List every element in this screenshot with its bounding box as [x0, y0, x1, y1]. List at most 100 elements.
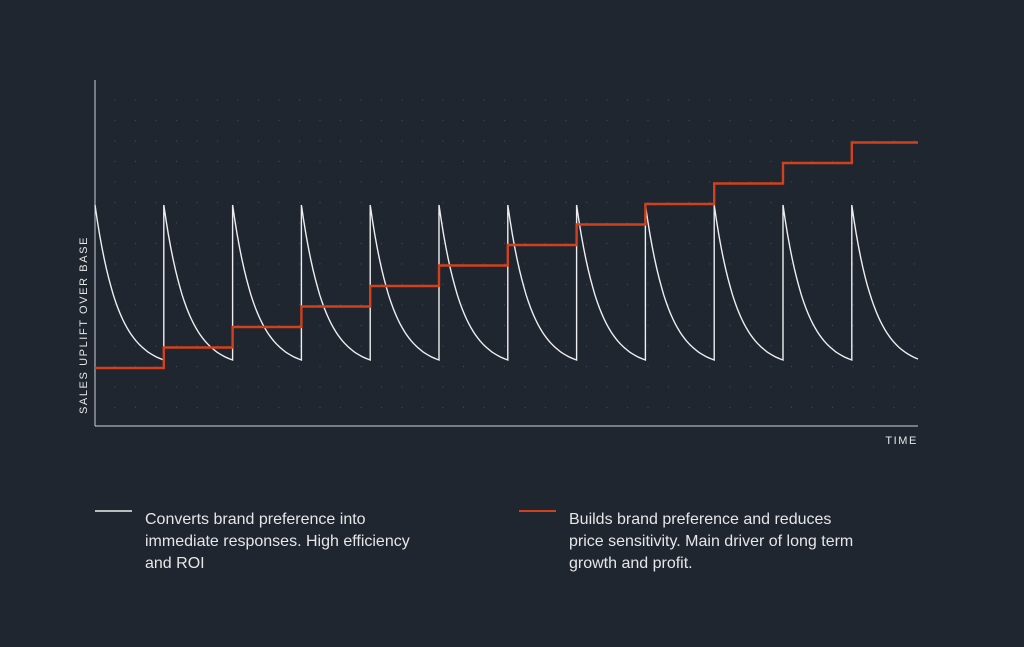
grid-dot [298, 386, 301, 388]
grid-dot [811, 181, 813, 183]
grid-dot [442, 324, 444, 327]
grid-dot [770, 345, 772, 347]
grid-dot [893, 406, 895, 409]
grid-dot [708, 304, 711, 306]
grid-dot [114, 140, 116, 142]
grid-dot [339, 160, 342, 163]
grid-dot [544, 283, 547, 286]
grid-dot [585, 324, 588, 327]
grid-dot [831, 181, 834, 183]
grid-dot [872, 263, 875, 265]
grid-dot [278, 181, 280, 183]
grid-dot [319, 324, 321, 327]
grid-dot [749, 324, 752, 327]
grid-dot [811, 406, 813, 409]
grid-dot [257, 201, 260, 204]
grid-dot [257, 140, 260, 142]
grid-dot [626, 181, 629, 183]
grid-dot [298, 345, 301, 347]
grid-dot [790, 222, 793, 224]
legend: Converts brand preference into immediate … [145, 511, 853, 572]
grid-dot [319, 345, 321, 347]
grid-dot [360, 345, 362, 347]
grid-dot [257, 345, 260, 347]
grid-dot [442, 406, 444, 409]
grid-dot [237, 365, 239, 368]
grid-dot [134, 181, 137, 183]
grid-dot [647, 304, 649, 306]
grid-dot [339, 386, 342, 388]
grid-dot [442, 181, 444, 183]
grid-dot [503, 345, 506, 347]
grid-dot [606, 242, 608, 245]
grid-dot [852, 304, 854, 306]
grid-dot [257, 386, 260, 388]
grid-dot [155, 119, 157, 122]
grid-dot [872, 365, 875, 368]
grid-dot [770, 386, 772, 388]
grid-dot [852, 119, 854, 122]
grid-dot [380, 99, 383, 101]
grid-dot [196, 263, 198, 265]
dot-grid [114, 99, 916, 409]
grid-dot [278, 201, 280, 204]
grid-dot [585, 99, 588, 101]
grid-dot [196, 324, 198, 327]
grid-dot [196, 222, 198, 224]
grid-dot [565, 140, 567, 142]
grid-dot [606, 201, 608, 204]
grid-dot [606, 181, 608, 183]
grid-dot [319, 386, 321, 388]
grid-dot [175, 201, 178, 204]
grid-dot [811, 99, 813, 101]
grid-dot [647, 119, 649, 122]
grid-dot [524, 160, 526, 163]
grid-dot [462, 283, 465, 286]
grid-dot [524, 263, 526, 265]
grid-dot [483, 242, 485, 245]
grid-dot [216, 222, 219, 224]
grid-dot [503, 160, 506, 163]
grid-dot [380, 222, 383, 224]
grid-dot [708, 324, 711, 327]
grid-dot [913, 304, 916, 306]
grid-dot [319, 99, 321, 101]
grid-dot [708, 263, 711, 265]
grid-dot [380, 201, 383, 204]
grid-dot [319, 201, 321, 204]
grid-dot [524, 283, 526, 286]
grid-dot [298, 140, 301, 142]
grid-dot [893, 119, 895, 122]
grid-dot [749, 160, 752, 163]
grid-dot [749, 345, 752, 347]
grid-dot [688, 406, 690, 409]
grid-dot [298, 181, 301, 183]
grid-dot [503, 119, 506, 122]
grid-dot [155, 406, 157, 409]
grid-dot [647, 181, 649, 183]
grid-dot [831, 345, 834, 347]
grid-dot [134, 345, 137, 347]
grid-dot [360, 222, 362, 224]
grid-dot [852, 181, 854, 183]
grid-dot [729, 324, 731, 327]
grid-dot [749, 263, 752, 265]
grid-dot [749, 386, 752, 388]
grid-dot [278, 386, 280, 388]
grid-dot [360, 99, 362, 101]
legend-text: growth and profit. [569, 555, 693, 572]
grid-dot [134, 263, 137, 265]
grid-dot [155, 263, 157, 265]
grid-dot [729, 140, 731, 142]
grid-dot [667, 365, 670, 368]
grid-dot [647, 140, 649, 142]
grid-dot [565, 324, 567, 327]
grid-dot [524, 365, 526, 368]
grid-dot [503, 140, 506, 142]
grid-dot [401, 99, 403, 101]
grid-dot [278, 140, 280, 142]
grid-dot [524, 345, 526, 347]
grid-dot [626, 345, 629, 347]
grid-dot [524, 99, 526, 101]
grid-dot [688, 181, 690, 183]
